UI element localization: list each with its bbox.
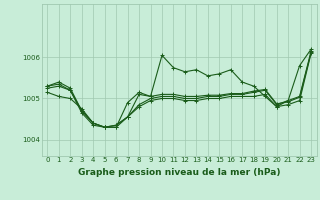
X-axis label: Graphe pression niveau de la mer (hPa): Graphe pression niveau de la mer (hPa) [78, 168, 280, 177]
